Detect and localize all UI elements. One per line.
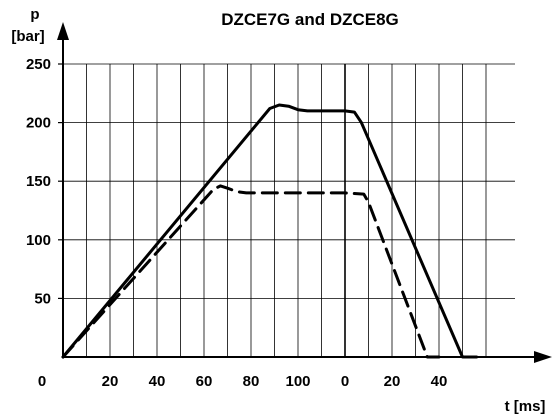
series-line-dashed (61, 184, 441, 359)
x-tick-label: 0 (341, 373, 349, 390)
y-tick-label: 100 (26, 232, 51, 249)
x-axis-label: t [ms] (505, 398, 546, 415)
y-axis-arrow-icon (57, 22, 69, 40)
series-line-solid (61, 103, 479, 359)
y-axis-symbol: p (30, 6, 39, 23)
x-tick-label: 80 (243, 373, 260, 390)
x-axis-arrow-icon (534, 351, 552, 363)
x-tick-label: 100 (285, 373, 310, 390)
origin-label: 0 (38, 373, 46, 390)
y-tick-label: 150 (26, 173, 51, 190)
x-tick-label: 40 (431, 373, 448, 390)
y-tick-label: 250 (26, 56, 51, 73)
x-tick-label: 20 (384, 373, 401, 390)
x-tick-label: 20 (102, 373, 119, 390)
x-tick-label: 60 (196, 373, 213, 390)
y-tick-label: 50 (34, 290, 51, 307)
y-axis-unit: [bar] (11, 28, 44, 45)
x-tick-label: 40 (149, 373, 166, 390)
chart-title: DZCE7G and DZCE8G (221, 10, 399, 29)
y-tick-label: 200 (26, 115, 51, 132)
